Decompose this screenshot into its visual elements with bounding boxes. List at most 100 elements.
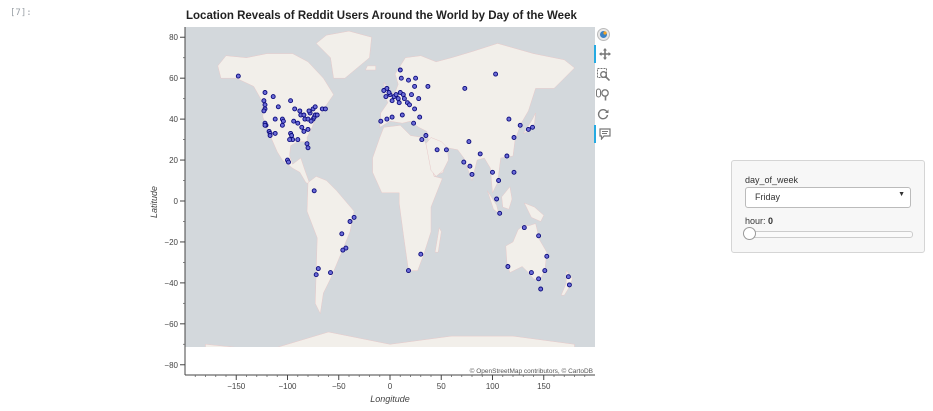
data-point[interactable] bbox=[469, 171, 475, 177]
data-point[interactable] bbox=[304, 141, 310, 147]
data-point[interactable] bbox=[419, 137, 425, 143]
data-point[interactable] bbox=[381, 88, 387, 93]
data-point[interactable] bbox=[407, 102, 412, 108]
data-point[interactable] bbox=[267, 133, 273, 138]
data-point[interactable] bbox=[312, 104, 318, 110]
data-point[interactable] bbox=[542, 268, 548, 274]
data-point[interactable] bbox=[477, 151, 483, 157]
data-point[interactable] bbox=[566, 282, 572, 288]
data-point[interactable] bbox=[536, 276, 542, 282]
data-point[interactable] bbox=[272, 116, 278, 122]
data-point[interactable] bbox=[384, 116, 390, 122]
data-point[interactable] bbox=[313, 272, 319, 278]
data-point[interactable] bbox=[406, 77, 411, 83]
data-point[interactable] bbox=[315, 266, 321, 272]
data-point[interactable] bbox=[511, 135, 517, 140]
data-point[interactable] bbox=[275, 104, 281, 110]
data-point[interactable] bbox=[383, 94, 389, 100]
data-point[interactable] bbox=[328, 270, 333, 276]
data-point[interactable] bbox=[461, 159, 467, 165]
data-point[interactable] bbox=[295, 120, 301, 126]
data-point[interactable] bbox=[351, 214, 357, 220]
map-chart[interactable]: −150 −100 −50 0 50 100 150 80 60 40 20 0 −20 −40 −60 −… bbox=[140, 22, 600, 408]
data-point[interactable] bbox=[305, 126, 311, 132]
data-point[interactable] bbox=[311, 188, 317, 194]
reset-icon[interactable] bbox=[594, 105, 612, 123]
data-point[interactable] bbox=[496, 178, 502, 183]
data-point[interactable] bbox=[493, 71, 499, 77]
hour-slider[interactable] bbox=[743, 227, 913, 240]
data-point[interactable] bbox=[434, 147, 440, 153]
bokeh-logo-icon[interactable] bbox=[594, 25, 612, 43]
data-point[interactable] bbox=[279, 122, 285, 128]
data-point[interactable] bbox=[262, 90, 268, 95]
data-point[interactable] bbox=[292, 106, 298, 112]
data-point[interactable] bbox=[272, 130, 278, 136]
data-point[interactable] bbox=[504, 153, 510, 159]
data-point[interactable] bbox=[308, 118, 314, 124]
data-point[interactable] bbox=[530, 124, 535, 130]
data-point[interactable] bbox=[416, 96, 422, 102]
data-point[interactable] bbox=[393, 92, 399, 98]
data-point[interactable] bbox=[280, 118, 286, 124]
data-point[interactable] bbox=[339, 231, 345, 237]
data-point[interactable] bbox=[423, 133, 429, 138]
data-point[interactable] bbox=[467, 163, 473, 169]
data-point[interactable] bbox=[400, 92, 406, 98]
data-point[interactable] bbox=[270, 94, 276, 100]
data-point[interactable] bbox=[443, 147, 449, 153]
data-point[interactable] bbox=[490, 169, 495, 175]
data-point[interactable] bbox=[497, 210, 503, 216]
data-point[interactable] bbox=[505, 264, 511, 269]
data-point[interactable] bbox=[235, 73, 241, 79]
data-point[interactable] bbox=[261, 108, 267, 114]
data-point[interactable] bbox=[511, 169, 517, 175]
data-point[interactable] bbox=[418, 251, 424, 257]
data-point[interactable] bbox=[314, 112, 320, 118]
data-point[interactable] bbox=[409, 92, 414, 98]
data-point[interactable] bbox=[389, 114, 395, 120]
data-point[interactable] bbox=[494, 196, 500, 202]
data-point[interactable] bbox=[287, 137, 293, 143]
data-point[interactable] bbox=[295, 137, 301, 143]
data-point[interactable] bbox=[396, 100, 402, 106]
data-point[interactable] bbox=[411, 120, 417, 126]
data-point[interactable] bbox=[425, 83, 431, 89]
data-point[interactable] bbox=[347, 219, 353, 224]
data-point[interactable] bbox=[521, 225, 527, 231]
data-point[interactable] bbox=[398, 75, 404, 81]
data-point[interactable] bbox=[536, 233, 542, 239]
data-point[interactable] bbox=[517, 122, 523, 128]
slider-handle[interactable] bbox=[743, 227, 756, 240]
data-point[interactable] bbox=[395, 96, 401, 102]
box-zoom-icon[interactable] bbox=[594, 65, 612, 83]
data-point[interactable] bbox=[399, 112, 405, 118]
data-point[interactable] bbox=[389, 98, 395, 104]
data-point[interactable] bbox=[297, 108, 303, 114]
data-point[interactable] bbox=[289, 133, 295, 138]
data-point[interactable] bbox=[305, 145, 311, 151]
data-point[interactable] bbox=[322, 106, 328, 112]
data-point[interactable] bbox=[462, 85, 468, 91]
data-point[interactable] bbox=[291, 118, 297, 124]
data-point[interactable] bbox=[286, 159, 291, 165]
wheel-zoom-icon[interactable] bbox=[594, 85, 612, 103]
point-layer[interactable] bbox=[235, 67, 572, 292]
data-point[interactable] bbox=[306, 108, 312, 114]
hover-icon[interactable] bbox=[594, 125, 614, 143]
data-point[interactable] bbox=[301, 128, 307, 134]
data-point[interactable] bbox=[525, 126, 531, 132]
data-point[interactable] bbox=[288, 98, 294, 104]
data-point[interactable] bbox=[261, 98, 267, 104]
data-point[interactable] bbox=[340, 247, 346, 253]
data-point[interactable] bbox=[406, 268, 411, 274]
data-point[interactable] bbox=[565, 274, 571, 280]
data-point[interactable] bbox=[378, 118, 384, 124]
data-point[interactable] bbox=[262, 122, 268, 128]
data-point[interactable] bbox=[528, 270, 534, 276]
data-point[interactable] bbox=[262, 102, 268, 108]
data-point[interactable] bbox=[466, 139, 472, 145]
day-of-week-select[interactable]: Friday ▼ bbox=[745, 187, 911, 208]
data-point[interactable] bbox=[544, 253, 550, 259]
data-point[interactable] bbox=[413, 75, 419, 81]
